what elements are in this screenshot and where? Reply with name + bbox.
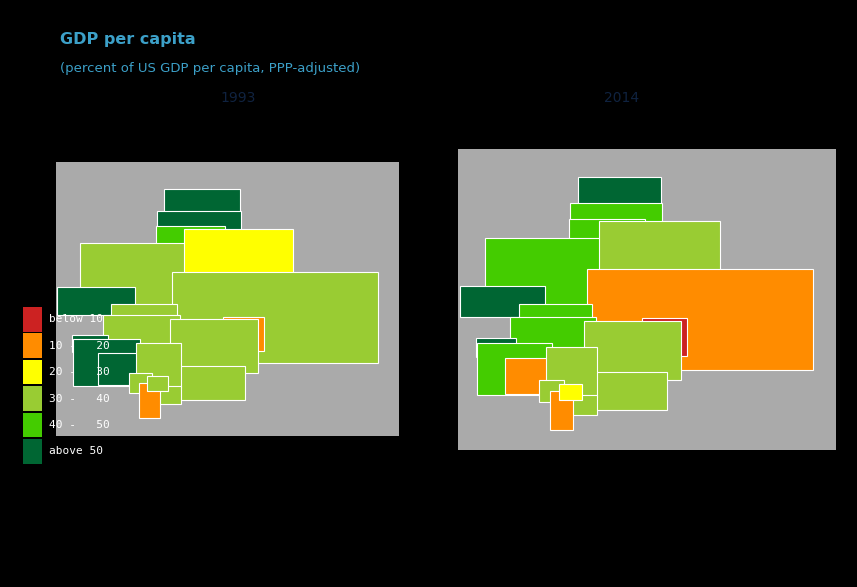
Polygon shape <box>223 316 264 351</box>
Text: 40 -   50: 40 - 50 <box>49 420 110 430</box>
Polygon shape <box>73 339 141 386</box>
Polygon shape <box>477 343 552 395</box>
Text: below 10: below 10 <box>49 314 103 325</box>
Polygon shape <box>156 226 225 255</box>
Polygon shape <box>56 162 399 437</box>
Polygon shape <box>569 219 644 250</box>
Polygon shape <box>57 287 135 315</box>
Polygon shape <box>111 304 177 326</box>
Polygon shape <box>165 188 240 214</box>
Polygon shape <box>590 372 667 410</box>
Polygon shape <box>147 376 168 391</box>
Polygon shape <box>584 321 681 380</box>
Polygon shape <box>80 244 195 311</box>
Text: 20 -   30: 20 - 30 <box>49 367 110 377</box>
Polygon shape <box>139 383 159 418</box>
Polygon shape <box>518 305 591 328</box>
Polygon shape <box>599 221 720 283</box>
Polygon shape <box>642 318 687 356</box>
Polygon shape <box>158 211 241 234</box>
Polygon shape <box>547 347 596 397</box>
Polygon shape <box>571 203 662 228</box>
Polygon shape <box>170 319 258 373</box>
Text: 1993: 1993 <box>220 91 256 105</box>
Text: 10 -   20: 10 - 20 <box>49 340 110 351</box>
Polygon shape <box>587 269 813 370</box>
Polygon shape <box>476 338 516 357</box>
Text: above 50: above 50 <box>49 446 103 457</box>
Polygon shape <box>485 238 612 312</box>
Polygon shape <box>72 335 108 352</box>
Text: 30 -   40: 30 - 40 <box>49 393 110 404</box>
Text: (percent of US GDP per capita, PPP-adjusted): (percent of US GDP per capita, PPP-adjus… <box>60 62 360 75</box>
Polygon shape <box>152 386 182 404</box>
Polygon shape <box>564 395 596 415</box>
Polygon shape <box>559 383 582 400</box>
Polygon shape <box>103 315 180 349</box>
Polygon shape <box>172 272 378 363</box>
Text: GDP per capita: GDP per capita <box>60 32 195 48</box>
Polygon shape <box>183 228 293 285</box>
Polygon shape <box>539 380 564 403</box>
Polygon shape <box>129 373 152 393</box>
Text: 2014: 2014 <box>604 91 638 105</box>
Polygon shape <box>459 285 545 317</box>
Polygon shape <box>550 391 572 430</box>
Polygon shape <box>505 359 554 394</box>
Polygon shape <box>578 177 661 205</box>
Polygon shape <box>135 343 182 389</box>
Polygon shape <box>510 317 596 353</box>
Polygon shape <box>175 366 245 400</box>
Polygon shape <box>458 149 836 450</box>
Polygon shape <box>98 353 142 385</box>
